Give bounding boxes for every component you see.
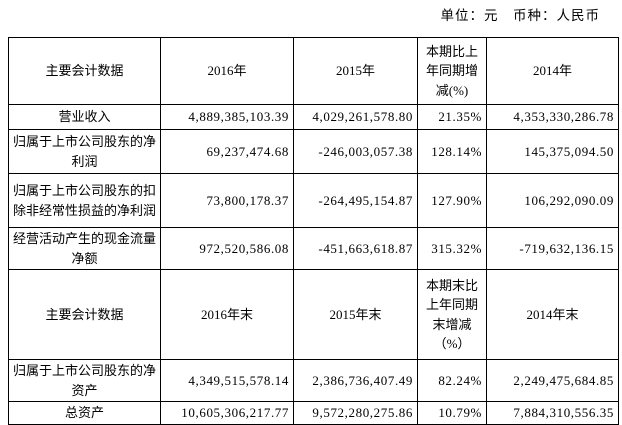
table-row-operating-revenue: 营业收入 4,889,385,103.39 4,029,261,578.80 2… xyxy=(8,104,619,130)
value-2015: 9,572,280,275.86 xyxy=(293,401,418,425)
row-label: 经营活动产生的现金流量净额 xyxy=(8,227,161,270)
table1-header-2016: 2016年 xyxy=(160,37,294,105)
table2-header-2015-end: 2015年末 xyxy=(293,269,418,360)
table1-header-2015: 2015年 xyxy=(293,37,418,105)
value-2015: -451,663,618.87 xyxy=(293,227,418,270)
row-label: 归属于上市公司股东的扣除非经常性损益的净利润 xyxy=(8,173,161,228)
table2-header-row: 主要会计数据 2016年末 2015年末 本期末比上年同期末增减（%） 2014… xyxy=(8,269,619,360)
value-2016: 972,520,586.08 xyxy=(160,227,294,270)
table1-header-row: 主要会计数据 2016年 2015年 本期比上年同期增减(%) 2014年 xyxy=(8,37,619,105)
value-change: 10.79% xyxy=(417,401,487,425)
value-change: 127.90% xyxy=(417,173,487,228)
value-2014: 7,884,310,556.35 xyxy=(486,401,619,425)
financial-report-page: { "note": { "text": "单位：元 币种：人民币" }, "ta… xyxy=(8,8,619,425)
value-2014: 2,249,475,684.85 xyxy=(486,359,619,402)
table2-header-main-data: 主要会计数据 xyxy=(8,269,161,360)
value-2016: 73,800,178.37 xyxy=(160,173,294,228)
value-2015: -264,495,154.87 xyxy=(293,173,418,228)
value-2016: 4,349,515,578.14 xyxy=(160,359,294,402)
table-row-net-profit-excl-nonrecurring: 归属于上市公司股东的扣除非经常性损益的净利润 73,800,178.37 -26… xyxy=(8,173,619,228)
value-2014: 106,292,090.09 xyxy=(486,173,619,228)
value-2014: 4,353,330,286.78 xyxy=(486,104,619,130)
table2-header-2014-end: 2014年末 xyxy=(486,269,619,360)
value-2016: 69,237,474.68 xyxy=(160,129,294,174)
row-label: 总资产 xyxy=(8,401,161,425)
table-row-net-profit: 归属于上市公司股东的净利润 69,237,474.68 -246,003,057… xyxy=(8,129,619,174)
table1-header-change: 本期比上年同期增减(%) xyxy=(417,37,487,105)
table-row-net-assets: 归属于上市公司股东的净资产 4,349,515,578.14 2,386,736… xyxy=(8,359,619,402)
key-accounting-data-table: 主要会计数据 2016年 2015年 本期比上年同期增减(%) 2014年 营业… xyxy=(8,37,619,425)
value-2014: 145,375,094.50 xyxy=(486,129,619,174)
table2-header-2016-end: 2016年末 xyxy=(160,269,294,360)
row-label: 归属于上市公司股东的净利润 xyxy=(8,129,161,174)
table1-header-main-data: 主要会计数据 xyxy=(8,37,161,105)
table-row-total-assets: 总资产 10,605,306,217.77 9,572,280,275.86 1… xyxy=(8,401,619,425)
value-change: 315.32% xyxy=(417,227,487,270)
row-label: 归属于上市公司股东的净资产 xyxy=(8,359,161,402)
value-change: 82.24% xyxy=(417,359,487,402)
value-2015: 2,386,736,407.49 xyxy=(293,359,418,402)
value-change: 21.35% xyxy=(417,104,487,130)
row-label: 营业收入 xyxy=(8,104,161,130)
value-2015: -246,003,057.38 xyxy=(293,129,418,174)
value-2015: 4,029,261,578.80 xyxy=(293,104,418,130)
table2-header-change: 本期末比上年同期末增减（%） xyxy=(417,269,487,360)
table-row-operating-cash-flow: 经营活动产生的现金流量净额 972,520,586.08 -451,663,61… xyxy=(8,227,619,270)
value-change: 128.14% xyxy=(417,129,487,174)
value-2014: -719,632,136.15 xyxy=(486,227,619,270)
value-2016: 4,889,385,103.39 xyxy=(160,104,294,130)
unit-currency-note: 单位：元 币种：人民币 xyxy=(440,8,600,23)
value-2016: 10,605,306,217.77 xyxy=(160,401,294,425)
table1-header-2014: 2014年 xyxy=(486,37,619,105)
